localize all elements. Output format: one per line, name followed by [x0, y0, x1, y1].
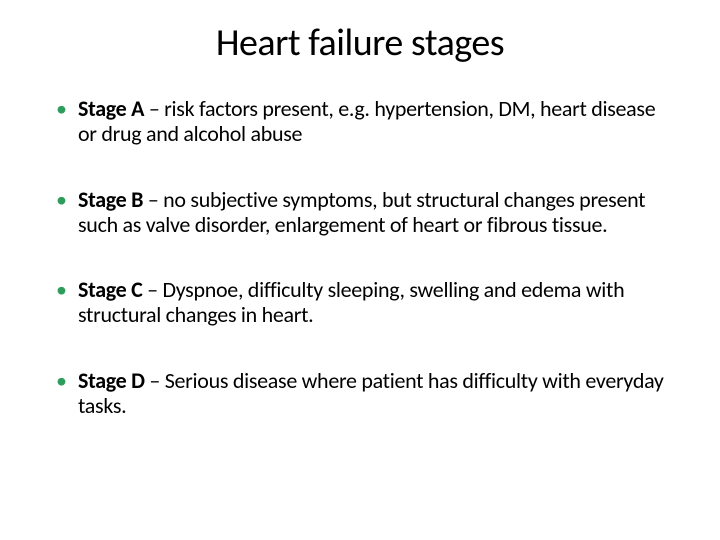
stage-description: risk factors present, e.g. hypertension,… — [78, 95, 655, 147]
list-item: Stage B – no subjective symptoms, but st… — [50, 187, 670, 238]
stage-separator: – — [144, 95, 164, 122]
slide-title: Heart failure stages — [50, 20, 670, 66]
list-item: Stage A – risk factors present, e.g. hyp… — [50, 96, 670, 147]
stage-separator: – — [143, 186, 163, 213]
stages-list: Stage A – risk factors present, e.g. hyp… — [50, 96, 670, 418]
stage-description: Serious disease where patient has diffic… — [78, 367, 664, 419]
stage-label: Stage D — [78, 367, 145, 394]
list-item: Stage D – Serious disease where patient … — [50, 368, 670, 419]
stage-description: no subjective symptoms, but structural c… — [78, 186, 645, 238]
stage-label: Stage A — [78, 95, 144, 122]
list-item: Stage C – Dyspnoe, difficulty sleeping, … — [50, 277, 670, 328]
stage-separator: – — [145, 367, 165, 394]
stage-label: Stage C — [78, 276, 142, 303]
stage-label: Stage B — [78, 186, 143, 213]
stage-separator: – — [142, 276, 162, 303]
